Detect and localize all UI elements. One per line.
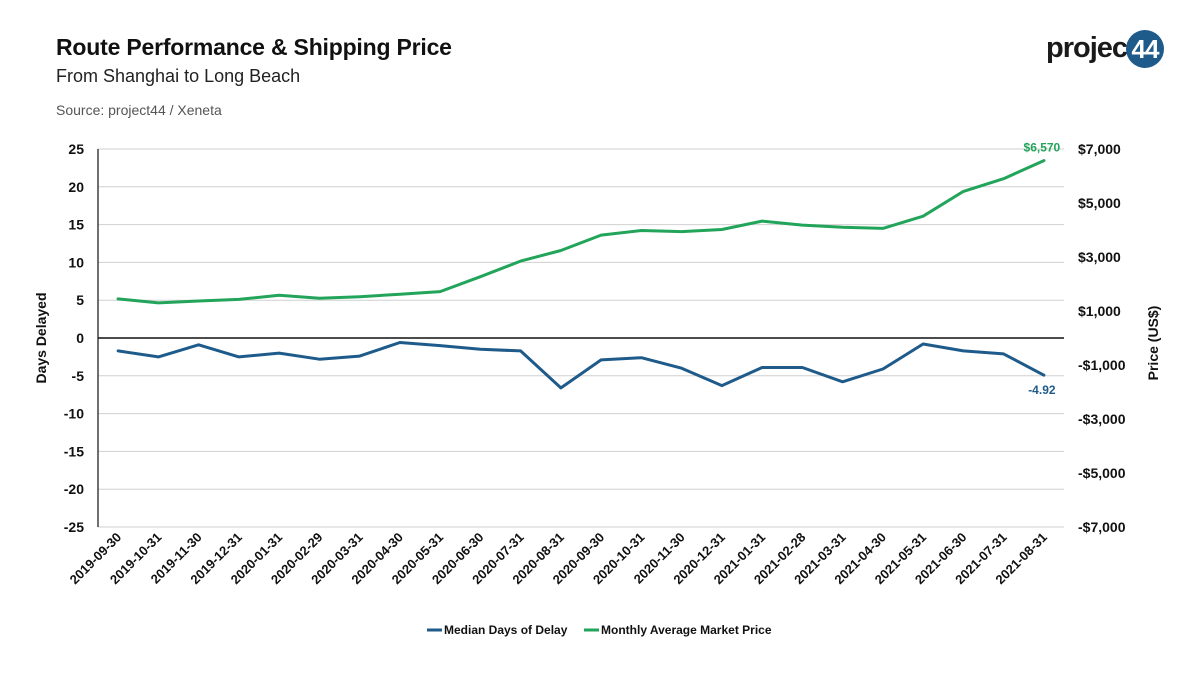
delay-end-data-label: -4.92 (1028, 383, 1056, 397)
y-right-tick-label: -$7,000 (1078, 519, 1126, 535)
chart-subtitle: From Shanghai to Long Beach (56, 66, 301, 86)
logo-badge: 44 (1126, 30, 1164, 68)
y-right-tick-label: -$5,000 (1078, 465, 1126, 481)
chart-source: Source: project44 / Xeneta (56, 102, 222, 118)
y-left-tick-label: -15 (64, 443, 84, 459)
y-left-tick-label: 25 (68, 141, 84, 157)
y-left-tick-label: 15 (68, 217, 84, 233)
project44-logo: project 44 (1046, 30, 1164, 70)
chart-title: Route Performance & Shipping Price (56, 34, 452, 60)
y-left-tick-label: 20 (68, 179, 84, 195)
y-left-tick-label: -25 (64, 519, 84, 535)
y-right-tick-label: $7,000 (1078, 141, 1121, 157)
y-left-axis-title: Days Delayed (33, 292, 49, 383)
y-right-tick-label: $3,000 (1078, 249, 1121, 265)
y-left-tick-label: -5 (72, 368, 85, 384)
y-left-tick-label: 5 (76, 292, 84, 308)
y-right-tick-label: $5,000 (1078, 195, 1121, 211)
y-left-tick-label: -20 (64, 481, 84, 497)
logo-text: project (1046, 32, 1137, 64)
price-series-line (116, 159, 1046, 305)
y-left-tick-label: 0 (76, 330, 84, 346)
y-right-tick-label: -$3,000 (1078, 411, 1126, 427)
y-right-tick-label: -$1,000 (1078, 357, 1126, 373)
y-left-tick-label: 10 (68, 254, 84, 270)
legend-label-delay: Median Days of Delay (444, 623, 568, 637)
y-left-tick-label: -10 (64, 406, 84, 422)
legend-label-price: Monthly Average Market Price (601, 623, 772, 637)
y-right-tick-label: $1,000 (1078, 303, 1121, 319)
price-end-data-label: $6,570 (1024, 141, 1061, 155)
delay-series-line (116, 341, 1046, 390)
y-right-axis-title: Price (US$) (1145, 306, 1161, 381)
